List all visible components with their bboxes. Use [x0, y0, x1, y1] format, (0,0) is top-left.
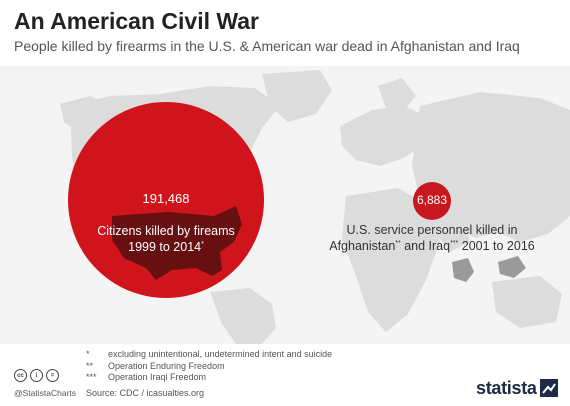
scandinavia-land	[378, 78, 416, 110]
footnote-text: Operation Enduring Freedom	[108, 360, 225, 371]
footnote-mark: ***	[86, 372, 97, 382]
footnote-mark: *	[86, 349, 90, 359]
asia-land	[412, 92, 570, 242]
footnote-3: *** Operation Iraqi Freedom	[86, 372, 332, 384]
europe-land	[340, 106, 430, 166]
license-icons[interactable]: cc i =	[14, 369, 59, 382]
bubble-war-caption-iraq: and Iraq	[400, 239, 451, 253]
australia-land	[492, 276, 562, 328]
bubble-us-caption-mark: *	[201, 240, 204, 248]
south-america-land	[210, 288, 276, 344]
usa-highlight	[112, 206, 242, 280]
statista-logo-mark-icon	[540, 379, 558, 397]
cc-icon: cc	[14, 369, 27, 382]
bubble-war-caption-afghanistan: Afghanistan	[329, 239, 396, 253]
greenland-land	[262, 70, 332, 122]
bubble-war-caption: U.S. service personnel killed in Afghani…	[316, 222, 548, 254]
chart-title: An American Civil War	[14, 8, 259, 34]
footnote-text: Operation Iraqi Freedom	[108, 372, 207, 382]
bubble-war-caption-mark-b: ***	[450, 239, 459, 247]
bubble-us-caption-line1: Citizens killed by fireams	[97, 224, 235, 238]
statista-logo[interactable]: statista	[476, 378, 537, 398]
map-svg	[60, 70, 570, 344]
world-map: 191,468 Citizens killed by fireams 1999 …	[0, 66, 570, 344]
footnote-1: * excluding unintentional, undetermined i…	[86, 349, 332, 361]
logo-mark-svg	[542, 383, 556, 394]
bubble-us-caption-line2: 1999 to 2014	[128, 240, 202, 254]
bubble-war-caption-mark-a: **	[395, 239, 401, 247]
footnote-text: excluding unintentional, undetermined in…	[108, 349, 333, 359]
bubble-war-deaths	[413, 182, 451, 220]
twitter-handle[interactable]: @StatistaCharts	[14, 388, 77, 398]
bubble-us-caption: Citizens killed by fireams 1999 to 2014*	[76, 223, 256, 255]
footnotes: * excluding unintentional, undetermined i…	[86, 349, 332, 384]
bubble-war-caption-line1: U.S. service personnel killed in	[346, 223, 518, 237]
chart-subtitle: People killed by firearms in the U.S. & …	[14, 38, 520, 54]
iraq-highlight	[452, 258, 474, 282]
africa-land	[342, 188, 440, 332]
arabia-land	[430, 208, 470, 252]
by-icon: i	[30, 369, 43, 382]
equals-icon: =	[46, 369, 59, 382]
bubble-war-caption-years: 2001 to 2016	[458, 239, 535, 253]
bubble-us-value: 191,468	[142, 191, 190, 206]
source-note: Source: CDC / icasualties.org	[86, 388, 205, 398]
footnote-2: ** Operation Enduring Freedom	[86, 361, 332, 373]
bubble-war-value: 6,883	[416, 193, 448, 207]
alaska-land	[60, 96, 110, 132]
afghanistan-highlight	[498, 256, 526, 278]
footnote-mark: **	[86, 360, 94, 371]
